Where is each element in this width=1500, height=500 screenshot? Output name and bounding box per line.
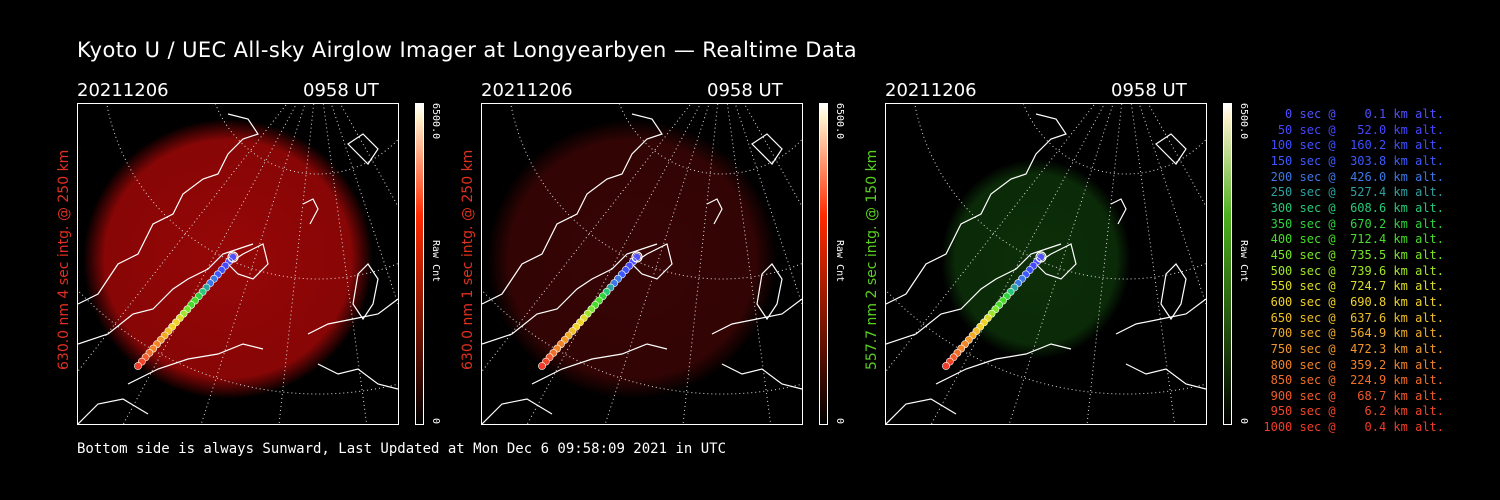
legend-row: 950 sec @ 6.2 km alt.: [1263, 404, 1444, 419]
coastline: [886, 113, 1206, 424]
color-bar-min-label: 0: [430, 418, 441, 425]
legend-row: 550 sec @ 724.7 km alt.: [1263, 279, 1444, 294]
color-bar-unit-label: Raw Cnt: [1238, 240, 1249, 283]
trajectory-point: [134, 362, 142, 370]
legend-row: 250 sec @ 527.4 km alt.: [1263, 185, 1444, 200]
wavelength-label: 630.0 nm 4 sec intg. @ 250 km: [56, 149, 72, 370]
color-bar: [1223, 103, 1232, 425]
color-bar-max-label: 6500.0: [834, 103, 845, 140]
graticule: [482, 104, 802, 424]
color-bar-unit-label: Raw Cnt: [834, 240, 845, 283]
allsky-map: [77, 103, 399, 425]
color-bar-max-label: 6500.0: [1238, 103, 1249, 140]
legend-row: 350 sec @ 670.2 km alt.: [1263, 216, 1444, 231]
panel-time: 0958 UT: [303, 80, 379, 101]
graticule: [78, 104, 398, 424]
legend-row: 900 sec @ 68.7 km alt.: [1263, 388, 1444, 403]
coastline: [482, 113, 802, 424]
color-bar-min-label: 0: [834, 418, 845, 425]
allsky-map: [885, 103, 1207, 425]
time-altitude-legend: 0 sec @ 0.1 km alt. 50 sec @ 52.0 km alt…: [1262, 107, 1444, 436]
trajectory-start-marker: [227, 251, 239, 263]
panel-date: 20211206: [77, 80, 169, 101]
panel-time: 0958 UT: [707, 80, 783, 101]
legend-row: 750 sec @ 472.3 km alt.: [1263, 341, 1444, 356]
panel-date: 20211206: [481, 80, 573, 101]
legend-row: 700 sec @ 564.9 km alt.: [1263, 326, 1444, 341]
allsky-map: [481, 103, 803, 425]
legend-row: 1000 sec @ 0.4 km alt.: [1263, 420, 1444, 435]
page-title: Kyoto U / UEC All-sky Airglow Imager at …: [77, 38, 858, 62]
legend-row: 50 sec @ 52.0 km alt.: [1263, 122, 1444, 137]
graticule: [886, 104, 1206, 424]
trajectory-start-marker: [1035, 251, 1047, 263]
color-bar-unit-label: Raw Cnt: [430, 240, 441, 283]
legend-row: 200 sec @ 426.0 km alt.: [1263, 169, 1444, 184]
map-canvas: [482, 104, 802, 424]
legend-row: 450 sec @ 735.5 km alt.: [1263, 247, 1444, 262]
panel-time: 0958 UT: [1111, 80, 1187, 101]
color-bar: [415, 103, 424, 425]
update-footer: Bottom side is always Sunward, Last Upda…: [77, 441, 727, 457]
legend-row: 0 sec @ 0.1 km alt.: [1263, 107, 1444, 121]
map-canvas: [886, 104, 1206, 424]
legend-row: 800 sec @ 359.2 km alt.: [1263, 357, 1444, 372]
legend-row: 500 sec @ 739.6 km alt.: [1263, 263, 1444, 278]
trajectory-start-marker: [631, 251, 643, 263]
map-canvas: [78, 104, 398, 424]
color-bar: [819, 103, 828, 425]
wavelength-label: 557.7 nm 2 sec intg. @ 150 km: [864, 149, 880, 370]
color-bar-max-label: 6500.0: [430, 103, 441, 140]
legend-row: 300 sec @ 608.6 km alt.: [1263, 200, 1444, 215]
legend-row: 150 sec @ 303.8 km alt.: [1263, 153, 1444, 168]
legend-row: 600 sec @ 690.8 km alt.: [1263, 294, 1444, 309]
color-bar-min-label: 0: [1238, 418, 1249, 425]
wavelength-label: 630.0 nm 1 sec intg. @ 250 km: [460, 149, 476, 370]
panel-date: 20211206: [885, 80, 977, 101]
legend-row: 650 sec @ 637.6 km alt.: [1263, 310, 1444, 325]
trajectory-point: [538, 362, 546, 370]
legend-row: 850 sec @ 224.9 km alt.: [1263, 373, 1444, 388]
legend-row: 100 sec @ 160.2 km alt.: [1263, 138, 1444, 153]
coastline: [78, 113, 398, 424]
legend-row: 400 sec @ 712.4 km alt.: [1263, 232, 1444, 247]
trajectory-point: [942, 362, 950, 370]
